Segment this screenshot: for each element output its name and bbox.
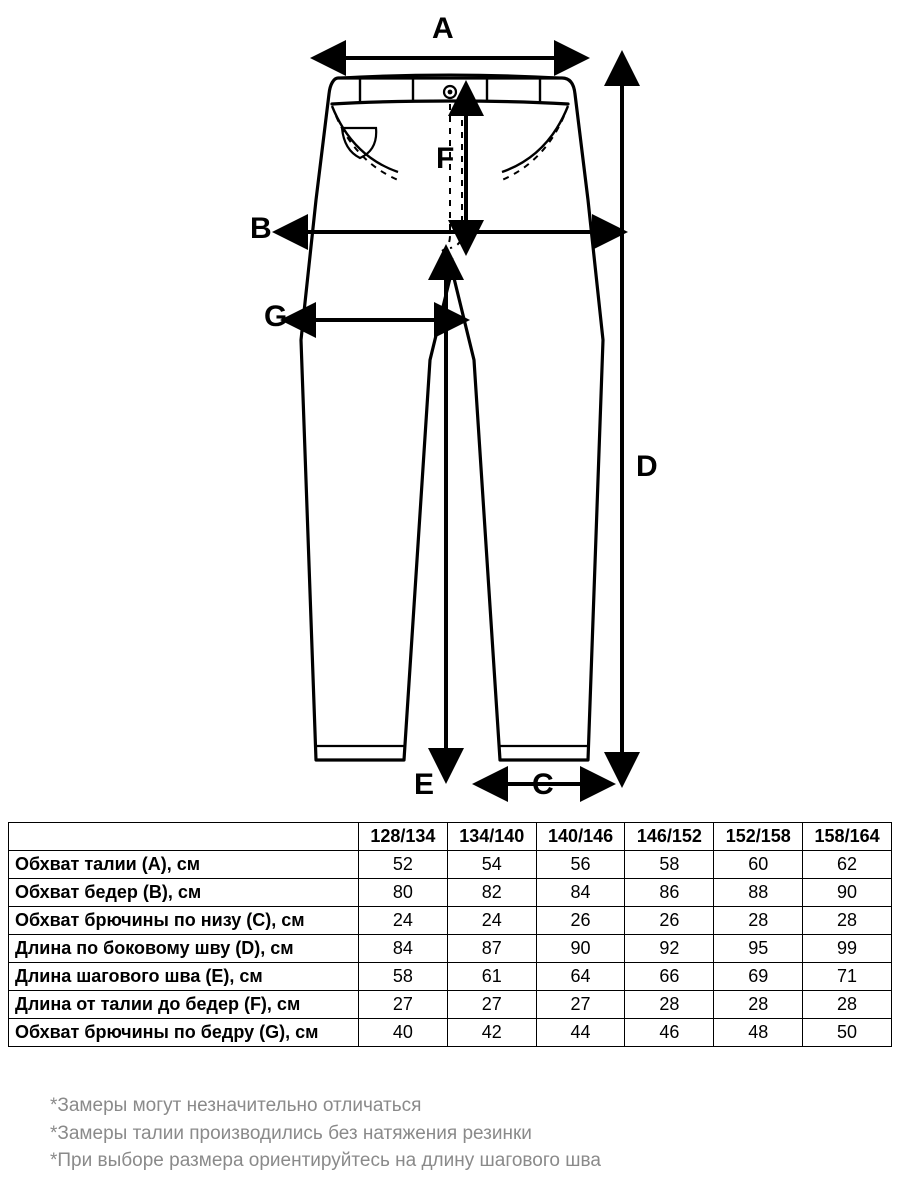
table-header-col: 140/146 (536, 823, 625, 851)
table-cell: 24 (447, 907, 536, 935)
table-cell: 95 (714, 935, 803, 963)
row-label: Обхват брючины по бедру (G), см (9, 1019, 359, 1047)
table-row: Длина от талии до бедер (F), см 27 27 27… (9, 991, 892, 1019)
table-header-blank (9, 823, 359, 851)
footnote-line: *Замеры талии производились без натяжени… (50, 1120, 601, 1148)
pants-measurement-diagram: A B C D E F G (0, 0, 900, 810)
footnote-line: *Замеры могут незначительно отличаться (50, 1092, 601, 1120)
table-header-row: 128/134 134/140 140/146 146/152 152/158 … (9, 823, 892, 851)
table-cell: 60 (714, 851, 803, 879)
table-row: Обхват брючины по бедру (G), см 40 42 44… (9, 1019, 892, 1047)
footnotes: *Замеры могут незначительно отличаться *… (50, 1092, 601, 1175)
table-cell: 40 (359, 1019, 448, 1047)
table-cell: 69 (714, 963, 803, 991)
row-label: Обхват брючины по низу (C), см (9, 907, 359, 935)
table-row: Длина шагового шва (E), см 58 61 64 66 6… (9, 963, 892, 991)
table-cell: 90 (803, 879, 892, 907)
table-cell: 84 (536, 879, 625, 907)
table-cell: 24 (359, 907, 448, 935)
table-cell: 28 (625, 991, 714, 1019)
table-cell: 42 (447, 1019, 536, 1047)
table-cell: 88 (714, 879, 803, 907)
row-label: Длина шагового шва (E), см (9, 963, 359, 991)
table-header-col: 158/164 (803, 823, 892, 851)
table-cell: 92 (625, 935, 714, 963)
table-cell: 28 (803, 991, 892, 1019)
table-cell: 90 (536, 935, 625, 963)
table-cell: 28 (803, 907, 892, 935)
table-cell: 86 (625, 879, 714, 907)
table-cell: 46 (625, 1019, 714, 1047)
table-cell: 28 (714, 991, 803, 1019)
table-cell: 84 (359, 935, 448, 963)
dim-label-e: E (414, 768, 434, 802)
row-label: Обхват бедер (B), см (9, 879, 359, 907)
table-cell: 27 (447, 991, 536, 1019)
table-cell: 54 (447, 851, 536, 879)
table-cell: 50 (803, 1019, 892, 1047)
table-row: Длина по боковому шву (D), см 84 87 90 9… (9, 935, 892, 963)
size-chart-table: 128/134 134/140 140/146 146/152 152/158 … (8, 822, 892, 1047)
table-cell: 26 (536, 907, 625, 935)
table-cell: 82 (447, 879, 536, 907)
table-cell: 80 (359, 879, 448, 907)
dim-label-c: C (532, 768, 554, 802)
table-cell: 26 (625, 907, 714, 935)
table-row: Обхват талии (A), см 52 54 56 58 60 62 (9, 851, 892, 879)
table-cell: 52 (359, 851, 448, 879)
row-label: Длина по боковому шву (D), см (9, 935, 359, 963)
table-cell: 27 (359, 991, 448, 1019)
dim-label-a: A (432, 12, 454, 46)
table-header-col: 128/134 (359, 823, 448, 851)
dim-label-f: F (436, 142, 454, 176)
table-cell: 62 (803, 851, 892, 879)
table-cell: 56 (536, 851, 625, 879)
table-header-col: 152/158 (714, 823, 803, 851)
table-cell: 28 (714, 907, 803, 935)
table-row: Обхват брючины по низу (C), см 24 24 26 … (9, 907, 892, 935)
row-label: Длина от талии до бедер (F), см (9, 991, 359, 1019)
dim-label-b: B (250, 212, 272, 246)
table-cell: 61 (447, 963, 536, 991)
table-cell: 64 (536, 963, 625, 991)
table-header-col: 146/152 (625, 823, 714, 851)
footnote-line: *При выборе размера ориентируйтесь на дл… (50, 1147, 601, 1175)
row-label: Обхват талии (A), см (9, 851, 359, 879)
table-cell: 27 (536, 991, 625, 1019)
table-cell: 71 (803, 963, 892, 991)
dim-label-d: D (636, 450, 658, 484)
table-cell: 48 (714, 1019, 803, 1047)
table-cell: 44 (536, 1019, 625, 1047)
dim-label-g: G (264, 300, 287, 334)
table-cell: 58 (359, 963, 448, 991)
table-cell: 87 (447, 935, 536, 963)
table-row: Обхват бедер (B), см 80 82 84 86 88 90 (9, 879, 892, 907)
table-cell: 99 (803, 935, 892, 963)
table-header-col: 134/140 (447, 823, 536, 851)
table-cell: 66 (625, 963, 714, 991)
table-cell: 58 (625, 851, 714, 879)
